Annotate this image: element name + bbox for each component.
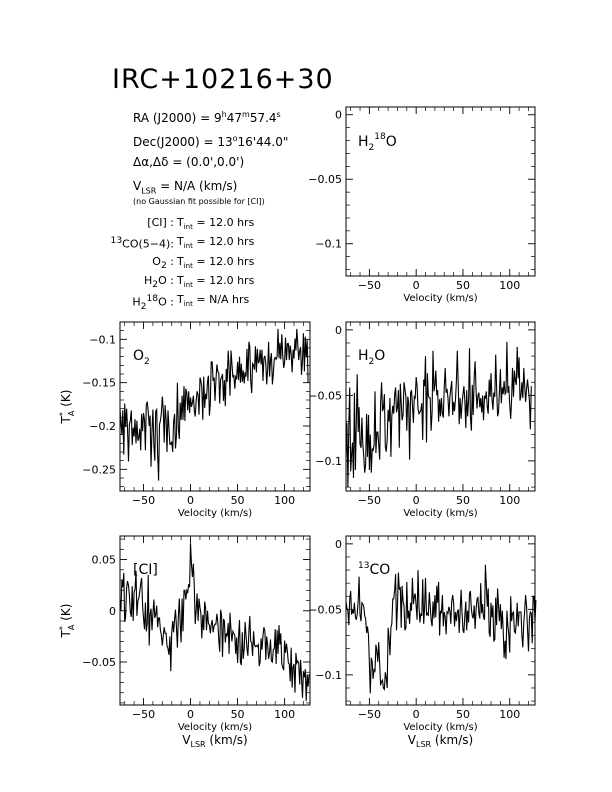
tint-line-name: O2 :	[152, 255, 174, 272]
spectrum-line-13co	[345, 564, 537, 694]
x-tick-label: −50	[358, 494, 381, 507]
x-tick-label: 0	[413, 279, 420, 292]
ra-minutes: 47	[226, 111, 243, 125]
y-tick-label: 0	[335, 538, 342, 551]
x-tick-label: 0	[413, 708, 420, 721]
y-tick-label: 0	[335, 109, 342, 122]
x-tick-label: −50	[358, 279, 381, 292]
tint-line-value: Tint = N/A hrs	[177, 293, 250, 309]
x-axis-label: Velocity (km/s)	[178, 508, 252, 519]
y-tick-label: −0.1	[315, 238, 342, 251]
species-label: H218O	[358, 132, 397, 153]
y-tick-label: −0.1	[89, 333, 116, 346]
x-axis-label: Velocity (km/s)	[403, 722, 477, 733]
y-tick-label: −0.05	[308, 603, 342, 616]
x-tick-label: −50	[132, 708, 155, 721]
x-tick-label: 0	[187, 494, 194, 507]
panel-o2: −50 0 50 100 −0.1 −0.15 −0.2 −0.25 O2 Velocity (k…	[58, 321, 311, 519]
x-tick-label: 0	[187, 708, 194, 721]
ra-hours-unit: h	[221, 110, 227, 119]
y-tick-label: 0	[109, 605, 116, 618]
ra-hours: 9	[214, 111, 222, 125]
vlsr-sub: LSR	[141, 186, 157, 196]
panel-13co: −50 0 50 100 0 −0.05 −0.1 13CO Velocity (km/s)VL…	[308, 535, 537, 749]
x-tick-label: 100	[274, 708, 295, 721]
spectrum-line-ci	[119, 543, 310, 701]
ra-label: RA (J2000) =	[133, 111, 211, 125]
x-tick-label: 50	[231, 494, 245, 507]
dec-degrees-unit: o	[232, 134, 238, 143]
dec-line: Dec(J2000) = 13o16'44.0"	[133, 134, 288, 149]
y-tick-label: −0.15	[82, 377, 116, 390]
tint-line-value: Tint = 12.0 hrs	[177, 274, 255, 290]
x-axis-label: Velocity (km/s)	[178, 722, 252, 733]
tint-line-name: 13CO(5−4):	[110, 235, 175, 251]
x-tick-label: 50	[456, 279, 470, 292]
y-tick-label: −0.2	[89, 420, 116, 433]
dec-rest: 16'44.0"	[237, 135, 289, 149]
x-tick-label: 100	[499, 708, 520, 721]
y-tick-label: 0.05	[92, 554, 117, 567]
source-title: IRC+10216+30	[112, 64, 334, 95]
offset-value: = (0.0',0.0')	[172, 155, 245, 169]
x-axis-vlsr-label: VLSR (km/s)	[182, 733, 247, 749]
ra-minutes-unit: m	[242, 110, 250, 119]
spectrum-line-h2o	[345, 341, 532, 488]
x-tick-label: 0	[413, 494, 420, 507]
species-label: [CI]	[133, 562, 158, 578]
x-tick-label: 100	[499, 279, 520, 292]
spectrum-line-o2	[119, 328, 309, 481]
dec-label: Dec(J2000) =	[133, 135, 214, 149]
species-label: H2O	[358, 348, 385, 367]
tint-line-name: [CI] :	[147, 216, 174, 229]
offset-prefix: Δα,Δδ	[133, 155, 169, 169]
y-tick-label: −0.05	[82, 656, 116, 669]
x-tick-label: −50	[132, 494, 155, 507]
plot-frame	[345, 106, 536, 277]
dec-degrees: 13	[217, 135, 233, 149]
panel-h2o: −50 0 50 100 0 −0.05 −0.1 H2O Velocity (km/s)	[308, 321, 536, 519]
plot-frame	[345, 321, 536, 492]
x-tick-label: 50	[456, 708, 470, 721]
y-tick-label: −0.1	[315, 669, 342, 682]
plot-frame	[119, 321, 311, 492]
y-axis-label: T*A (K)	[58, 390, 76, 425]
panel-h2-18o: −50 0 50 100 0 −0.05 −0.1 H218O Velocity (km/s)	[308, 106, 536, 304]
tint-line-value: Tint = 12.0 hrs	[177, 255, 255, 271]
y-axis-label: T*A (K)	[58, 604, 76, 639]
ra-seconds: 57.4	[249, 111, 277, 125]
vlsr-label: V	[133, 179, 142, 193]
tint-line-value: Tint = 12.0 hrs	[177, 216, 255, 232]
species-label: O2	[133, 348, 150, 367]
x-axis-vlsr-label: VLSR (km/s)	[408, 733, 473, 749]
ra-seconds-unit: s	[276, 110, 281, 119]
plot-frame	[119, 535, 311, 706]
offset-line: Δα,Δδ = (0.0',0.0')	[133, 155, 244, 169]
tint-line-value: Tint = 12.0 hrs	[177, 235, 255, 251]
x-tick-label: −50	[358, 708, 381, 721]
x-tick-label: 50	[456, 494, 470, 507]
x-tick-label: 100	[499, 494, 520, 507]
vlsr-value: = N/A (km/s)	[160, 179, 238, 193]
x-axis-label: Velocity (km/s)	[403, 508, 477, 519]
x-tick-label: 100	[274, 494, 295, 507]
y-tick-label: −0.05	[308, 173, 342, 186]
panel-ci: −50 0 50 100 0.05 0 −0.05 [CI] Velocity (km/s)VL…	[58, 535, 311, 749]
vlsr-line: VLSR = N/A (km/s)	[133, 179, 237, 195]
y-tick-label: −0.25	[82, 463, 116, 476]
y-tick-label: −0.05	[308, 389, 342, 402]
species-label: 13CO	[358, 561, 390, 578]
tint-line-name: H2O :	[144, 274, 174, 291]
y-tick-label: −0.1	[315, 455, 342, 468]
x-axis-label: Velocity (km/s)	[403, 293, 477, 304]
y-tick-label: 0	[335, 324, 342, 337]
gauss-note: (no Gaussian fit possible for [CI])	[133, 197, 265, 206]
ra-line: RA (J2000) = 9h47m57.4s	[133, 110, 281, 125]
x-tick-label: 50	[231, 708, 245, 721]
tint-line-name: H218O :	[132, 293, 174, 312]
